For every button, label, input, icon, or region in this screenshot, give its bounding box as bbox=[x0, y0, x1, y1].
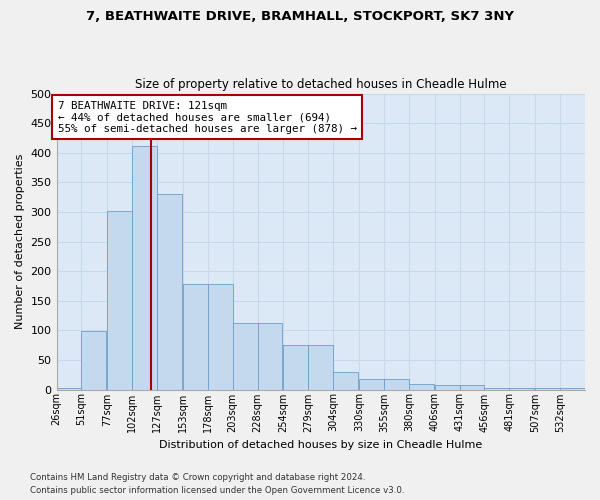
Bar bbox=[157, 194, 182, 390]
Text: 7, BEATHWAITE DRIVE, BRAMHALL, STOCKPORT, SK7 3NY: 7, BEATHWAITE DRIVE, BRAMHALL, STOCKPORT… bbox=[86, 10, 514, 23]
Bar bbox=[333, 372, 358, 390]
Bar bbox=[409, 384, 434, 390]
Bar bbox=[132, 146, 157, 390]
Bar bbox=[107, 211, 132, 390]
Bar bbox=[208, 284, 233, 390]
Title: Size of property relative to detached houses in Cheadle Hulme: Size of property relative to detached ho… bbox=[135, 78, 506, 91]
Bar bbox=[384, 380, 409, 390]
Bar bbox=[183, 284, 208, 390]
Bar bbox=[308, 345, 333, 390]
X-axis label: Distribution of detached houses by size in Cheadle Hulme: Distribution of detached houses by size … bbox=[159, 440, 482, 450]
Text: Contains HM Land Registry data © Crown copyright and database right 2024.
Contai: Contains HM Land Registry data © Crown c… bbox=[30, 474, 404, 495]
Bar bbox=[233, 323, 257, 390]
Bar bbox=[560, 388, 585, 390]
Bar bbox=[509, 388, 534, 390]
Bar bbox=[484, 388, 509, 390]
Y-axis label: Number of detached properties: Number of detached properties bbox=[15, 154, 25, 329]
Bar bbox=[460, 385, 484, 390]
Bar bbox=[435, 385, 460, 390]
Bar bbox=[535, 388, 560, 390]
Bar bbox=[82, 331, 106, 390]
Bar bbox=[283, 345, 308, 390]
Bar bbox=[257, 323, 283, 390]
Text: 7 BEATHWAITE DRIVE: 121sqm
← 44% of detached houses are smaller (694)
55% of sem: 7 BEATHWAITE DRIVE: 121sqm ← 44% of deta… bbox=[58, 100, 356, 134]
Bar bbox=[359, 380, 384, 390]
Bar bbox=[56, 388, 82, 390]
